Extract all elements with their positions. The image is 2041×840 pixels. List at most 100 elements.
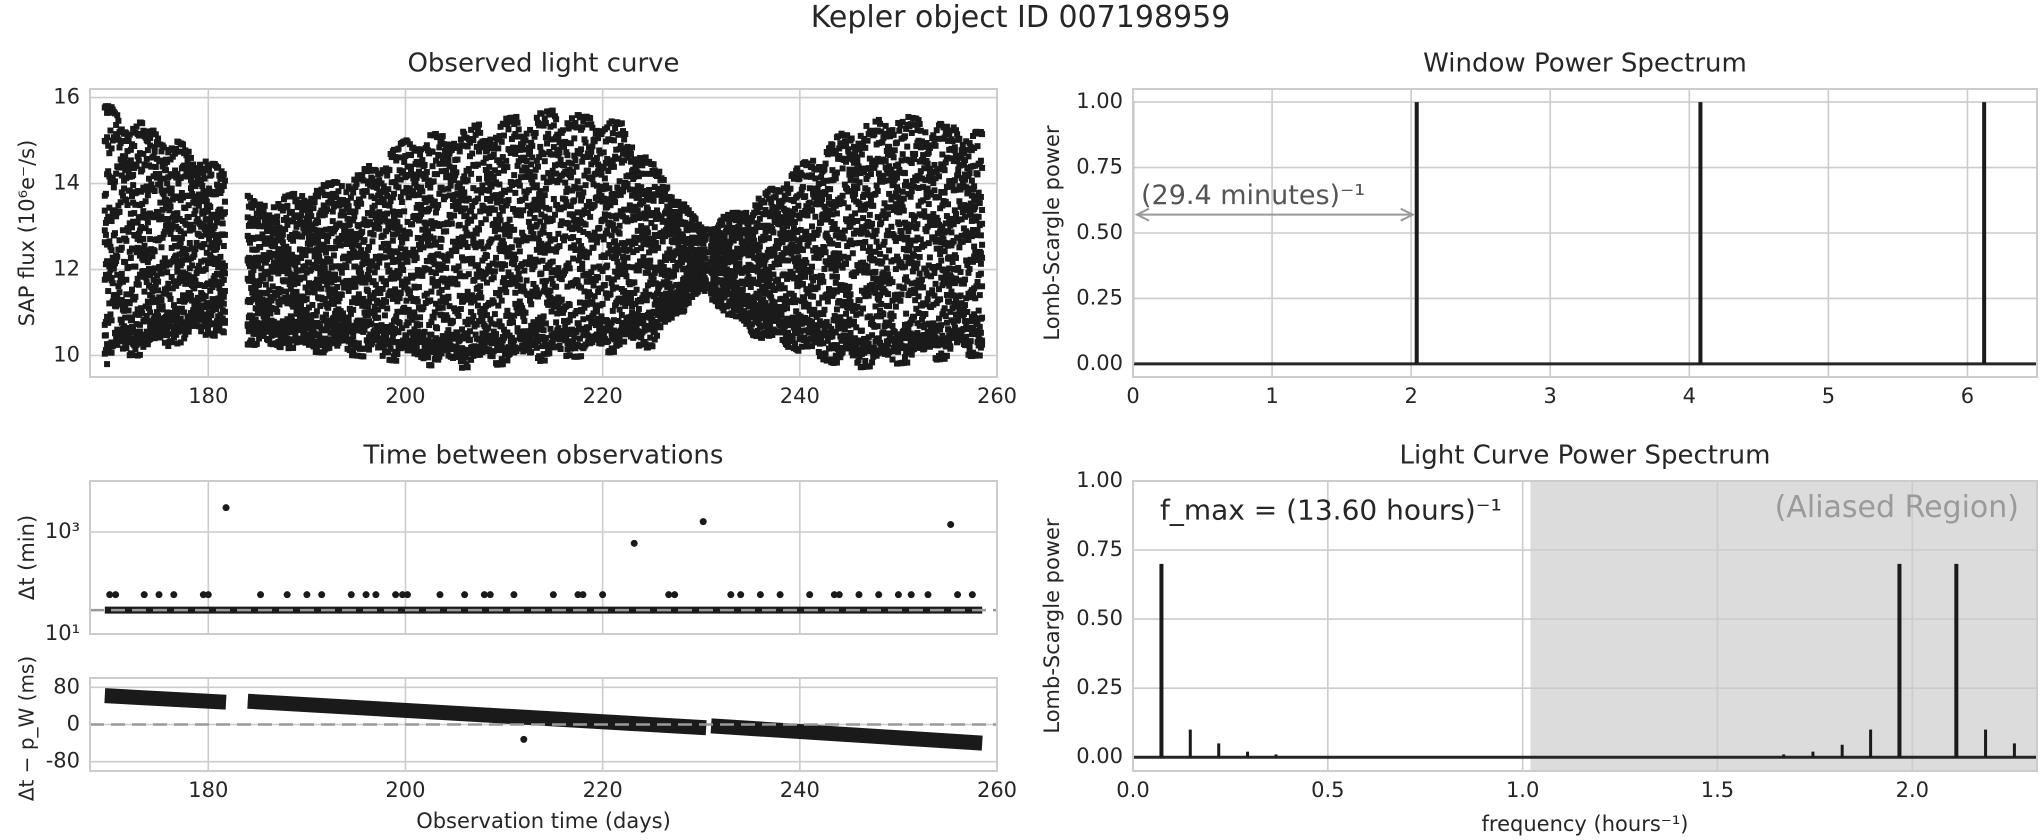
data-point	[455, 263, 462, 270]
data-point	[629, 240, 636, 247]
data-point	[644, 269, 651, 276]
data-point	[609, 190, 616, 197]
data-point	[436, 190, 443, 197]
data-point	[400, 168, 407, 175]
data-point	[529, 142, 536, 149]
data-point	[685, 299, 692, 306]
data-point	[614, 242, 621, 249]
data-point	[498, 297, 505, 304]
data-point	[436, 160, 443, 167]
data-point	[663, 290, 670, 297]
data-point	[585, 198, 592, 205]
data-point	[485, 324, 492, 331]
data-point	[250, 267, 257, 274]
data-point	[301, 229, 308, 236]
data-point	[624, 218, 631, 225]
data-point	[360, 318, 367, 325]
data-point	[275, 339, 282, 346]
data-point	[414, 146, 421, 153]
data-point	[366, 298, 373, 305]
data-point	[204, 208, 211, 215]
data-point	[402, 231, 409, 238]
data-point	[533, 287, 540, 294]
data-point	[190, 318, 197, 325]
data-point	[247, 239, 254, 246]
x-tick-label: 180	[188, 384, 228, 408]
data-point	[298, 254, 305, 261]
data-point	[523, 158, 530, 165]
data-point	[470, 313, 477, 320]
data-point	[539, 343, 546, 350]
data-point	[371, 202, 378, 209]
data-point	[199, 183, 206, 190]
data-point	[270, 204, 277, 211]
data-point	[589, 298, 596, 305]
data-point	[432, 157, 439, 164]
data-point	[384, 172, 391, 179]
data-point	[414, 266, 421, 273]
data-point	[204, 228, 211, 235]
data-point	[389, 237, 396, 244]
data-point	[152, 163, 159, 170]
data-point	[468, 356, 475, 363]
data-point	[221, 231, 228, 238]
data-point	[431, 198, 438, 205]
data-point	[599, 300, 606, 307]
data-point	[311, 253, 318, 260]
data-point	[360, 192, 367, 199]
data-point	[173, 331, 180, 338]
data-point	[574, 246, 581, 253]
data-point	[546, 178, 553, 185]
data-point	[214, 318, 221, 325]
data-point	[418, 240, 425, 247]
data-point	[299, 193, 306, 200]
data-point	[578, 197, 585, 204]
data-point	[561, 317, 568, 324]
data-point	[533, 221, 540, 228]
data-point	[334, 283, 341, 290]
data-point	[385, 243, 392, 250]
data-point	[115, 296, 122, 303]
data-point	[541, 158, 548, 165]
data-point	[600, 195, 607, 202]
data-point	[300, 224, 307, 231]
data-point	[546, 350, 553, 357]
data-point	[200, 169, 207, 176]
data-point	[143, 312, 150, 319]
data-point	[101, 350, 108, 357]
data-point	[527, 169, 534, 176]
data-point	[471, 346, 478, 353]
data-point	[389, 334, 396, 341]
data-point	[219, 220, 226, 227]
data-point	[415, 191, 422, 198]
data-point	[548, 275, 555, 282]
data-point	[537, 249, 544, 256]
data-point	[345, 203, 352, 210]
data-point	[493, 179, 500, 186]
data-point	[516, 276, 523, 283]
data-point	[279, 231, 286, 238]
data-point	[666, 291, 673, 298]
data-point	[140, 343, 147, 350]
data-point	[538, 355, 545, 362]
data-point	[423, 349, 430, 356]
data-point	[139, 310, 146, 317]
data-point	[546, 111, 553, 118]
data-point	[214, 244, 221, 251]
data-point	[184, 157, 191, 164]
data-point	[686, 249, 693, 256]
data-point	[201, 189, 208, 196]
data-point	[500, 275, 507, 282]
data-point	[130, 125, 137, 132]
data-point	[216, 239, 223, 246]
data-point	[601, 335, 608, 342]
data-point	[573, 185, 580, 192]
data-point	[540, 174, 547, 181]
data-point	[370, 262, 377, 269]
data-point	[275, 270, 282, 277]
data-point	[579, 308, 586, 315]
data-point	[118, 296, 125, 303]
data-point	[654, 318, 661, 325]
data-point	[293, 288, 300, 295]
data-point	[665, 295, 672, 302]
